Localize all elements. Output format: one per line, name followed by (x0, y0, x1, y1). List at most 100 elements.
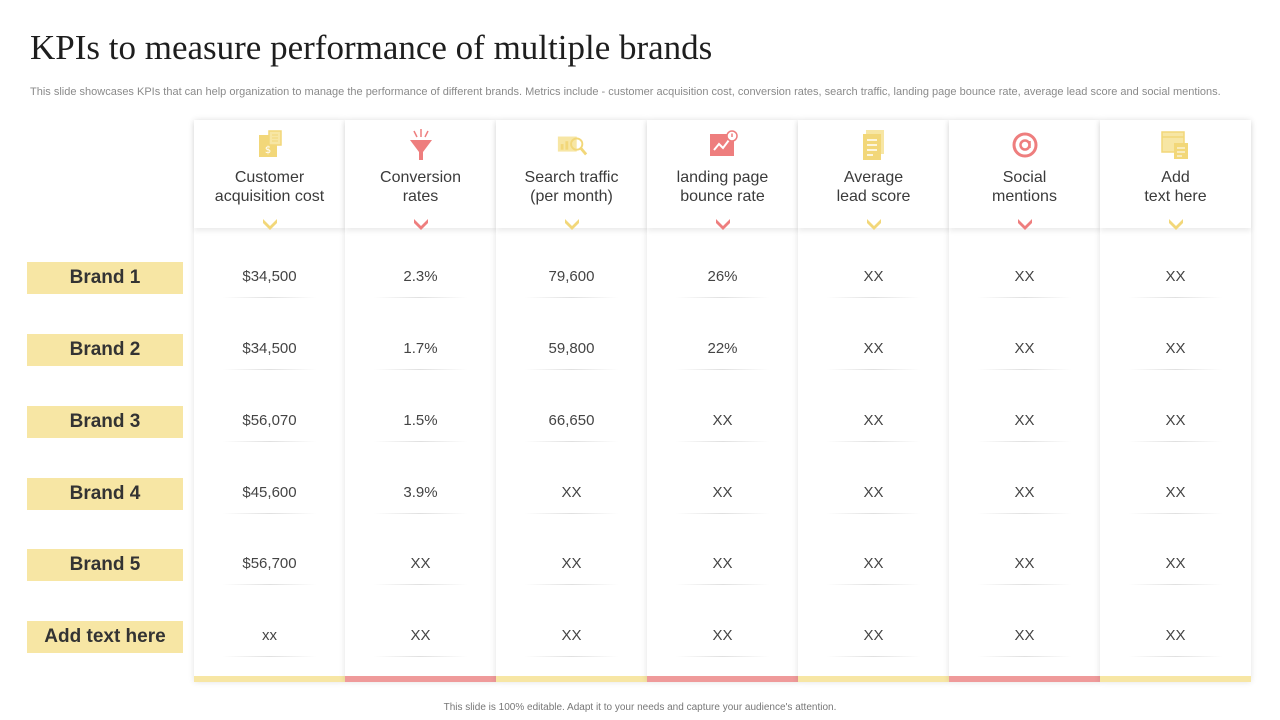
cell-divider (977, 584, 1072, 585)
table-cell: 66,650 (548, 412, 595, 429)
kpi-column: Average lead score XX XX XX XX XX XX (798, 120, 949, 682)
kpi-column-header: landing page bounce rate (647, 120, 798, 228)
cell-divider (675, 297, 770, 298)
kpi-column-label: Customer acquisition cost (214, 169, 325, 205)
table-cell: XX (410, 627, 431, 644)
table-cell: XX (863, 412, 884, 429)
cell-divider (524, 513, 619, 514)
row-label: Brand 4 (27, 478, 183, 510)
table-cell: XX (712, 484, 733, 501)
kpi-column-label: Social mentions (992, 169, 1057, 205)
cell-divider (524, 441, 619, 442)
cell-divider (1128, 369, 1223, 370)
table-cell: XX (561, 627, 582, 644)
kpi-column-label: Conversion rates (380, 169, 461, 205)
page-title: KPIs to measure performance of multiple … (30, 28, 713, 67)
funnel-icon (405, 128, 437, 162)
cell-divider (222, 369, 317, 370)
cell-divider (675, 513, 770, 514)
table-cell: $34,500 (242, 268, 297, 285)
cell-divider (977, 297, 1072, 298)
cell-divider (675, 441, 770, 442)
table-cell: XX (712, 555, 733, 572)
cell-divider (524, 369, 619, 370)
column-accent-bar (949, 676, 1100, 682)
kpi-column: Search traffic (per month) 79,600 59,800 66,… (496, 120, 647, 682)
chevron-down-icon (563, 217, 581, 231)
svg-text:$: $ (264, 145, 270, 156)
cell-divider (222, 513, 317, 514)
cell-divider (524, 297, 619, 298)
cell-divider (675, 656, 770, 657)
chevron-down-icon (865, 217, 883, 231)
kpi-column-label: landing page bounce rate (676, 169, 769, 205)
money-document-icon: $ (254, 128, 286, 162)
kpi-column-label: Search traffic (per month) (524, 169, 619, 205)
table-cell: XX (1165, 555, 1186, 572)
cell-divider (675, 584, 770, 585)
table-cell: $45,600 (242, 484, 297, 501)
cell-divider (524, 584, 619, 585)
cell-divider (373, 441, 468, 442)
cell-divider (373, 656, 468, 657)
cell-divider (826, 297, 921, 298)
table-cell: 26% (707, 268, 738, 285)
table-cell: 79,600 (548, 268, 595, 285)
chart-warning-icon (707, 128, 739, 162)
chevron-down-icon (714, 217, 732, 231)
footer-note: This slide is 100% editable. Adapt it to… (443, 702, 837, 713)
kpi-column-header: $ Customer acquisition cost (194, 120, 345, 228)
table-cell: XX (410, 555, 431, 572)
cell-divider (826, 584, 921, 585)
cell-divider (222, 297, 317, 298)
chevron-down-icon (412, 217, 430, 231)
table-cell: XX (1165, 340, 1186, 357)
cell-divider (1128, 441, 1223, 442)
cell-divider (222, 656, 317, 657)
score-sheet-icon (858, 128, 890, 162)
table-cell: XX (1014, 555, 1035, 572)
cell-divider (977, 369, 1072, 370)
table-cell: XX (1165, 627, 1186, 644)
cell-divider (977, 513, 1072, 514)
table-cell: 1.5% (403, 412, 438, 429)
browser-document-icon (1160, 128, 1192, 162)
cell-divider (826, 369, 921, 370)
cell-divider (826, 656, 921, 657)
table-cell: XX (1014, 268, 1035, 285)
column-accent-bar (496, 676, 647, 682)
row-label: Add text here (27, 621, 183, 653)
table-cell: XX (1165, 484, 1186, 501)
chevron-down-icon (1016, 217, 1034, 231)
cell-divider (977, 441, 1072, 442)
table-cell: 22% (707, 340, 738, 357)
search-graph-icon (556, 128, 588, 162)
table-cell: 59,800 (548, 340, 595, 357)
column-accent-bar (798, 676, 949, 682)
row-label: Brand 3 (27, 406, 183, 438)
table-cell: 1.7% (403, 340, 438, 357)
table-cell: XX (1165, 268, 1186, 285)
row-label: Brand 5 (27, 549, 183, 581)
column-accent-bar (194, 676, 345, 682)
table-cell: XX (561, 555, 582, 572)
kpi-column-label: Add text here (1144, 169, 1207, 205)
cell-divider (373, 584, 468, 585)
table-cell: 2.3% (403, 268, 438, 285)
cell-divider (373, 369, 468, 370)
kpi-column: landing page bounce rate 26% 22% XX XX XX XX (647, 120, 798, 682)
table-cell: XX (1165, 412, 1186, 429)
kpi-column-label: Average lead score (836, 169, 911, 205)
table-cell: $56,700 (242, 555, 297, 572)
table-cell: XX (1014, 412, 1035, 429)
cell-divider (222, 584, 317, 585)
kpi-column-header: Average lead score (798, 120, 949, 228)
cell-divider (675, 369, 770, 370)
table-cell: XX (863, 484, 884, 501)
table-cell: XX (712, 412, 733, 429)
page-description: This slide showcases KPIs that can help … (30, 86, 1221, 98)
cell-divider (373, 297, 468, 298)
cell-divider (1128, 297, 1223, 298)
chevron-down-icon (261, 217, 279, 231)
cell-divider (977, 656, 1072, 657)
